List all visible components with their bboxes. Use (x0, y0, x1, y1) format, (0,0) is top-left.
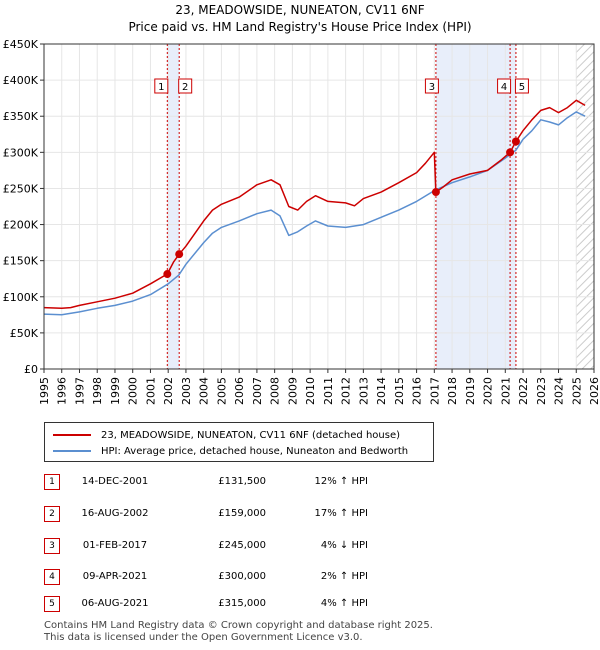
sale-hpi-diff: 12% ↑ HPI (314, 476, 368, 487)
sale-date: 06-AUG-2021 (81, 598, 149, 609)
y-tick-label: £0 (24, 363, 38, 376)
x-tick-label: 2019 (464, 377, 477, 405)
x-tick-label: 2007 (251, 377, 264, 405)
x-tick-label: 1998 (91, 377, 104, 405)
forecast-hatch (576, 44, 594, 369)
chart-title: 23, MEADOWSIDE, NUNEATON, CV11 6NF (175, 3, 425, 17)
sale-label: 3 (429, 82, 435, 93)
x-tick-label: 2011 (322, 377, 335, 405)
sale-hpi-diff: 2% ↑ HPI (320, 571, 368, 582)
price-chart: 1 2 3 4 5 1995 1996 1997 1998 1999 2000 2001 2002 20… (3, 38, 600, 405)
legend-item-hpi: HPI: Average price, detached house, Nune… (53, 444, 408, 458)
x-tick-label: 2000 (127, 377, 140, 405)
y-tick-label: £450K (3, 38, 39, 51)
x-tick-label: 2022 (517, 377, 530, 405)
footer-copyright: Contains HM Land Registry data © Crown c… (44, 620, 433, 631)
x-tick-label: 2003 (180, 377, 193, 405)
x-tick-label: 2013 (357, 377, 370, 405)
sale-hpi-diff: 4% ↑ HPI (320, 598, 368, 609)
legend-swatch-property (53, 434, 91, 436)
y-tick-label: £200K (3, 219, 39, 232)
sale-label-box (154, 78, 169, 94)
sale-price: £131,500 (218, 476, 266, 487)
table-row: 1 14-DEC-2001 £131,500 12% ↑ HPI (0, 474, 600, 492)
sale-label-box (178, 78, 193, 94)
sale-price: £300,000 (218, 571, 266, 582)
y-tick-label: £350K (3, 110, 39, 123)
sale-number-badge: 5 (44, 596, 60, 612)
sale-number-badge: 1 (44, 474, 60, 490)
chart-subtitle: Price paid vs. HM Land Registry's House … (128, 20, 472, 34)
x-tick-label: 1995 (38, 377, 51, 405)
table-row: 3 01-FEB-2017 £245,000 4% ↓ HPI (0, 538, 600, 556)
sale-price: £245,000 (218, 540, 266, 551)
sale-date: 09-APR-2021 (82, 571, 148, 582)
x-tick-label: 2026 (588, 377, 600, 405)
legend-item-property: 23, MEADOWSIDE, NUNEATON, CV11 6NF (deta… (53, 428, 400, 442)
sale-price: £159,000 (218, 508, 266, 519)
sale-date: 16-AUG-2002 (81, 508, 149, 519)
sale-point (431, 188, 440, 197)
footer-licence: This data is licensed under the Open Gov… (44, 632, 363, 643)
sale-label-box (514, 78, 529, 94)
sale-number-badge: 3 (44, 538, 60, 554)
y-tick-label: £150K (3, 255, 39, 268)
plot-frame (43, 43, 595, 370)
x-tick-label: 2018 (446, 377, 459, 405)
x-tick-label: 2014 (375, 377, 388, 405)
x-tick-label: 1999 (109, 377, 122, 405)
y-tick-label: £250K (3, 182, 39, 195)
legend-label-hpi: HPI: Average price, detached house, Nune… (101, 445, 409, 457)
x-tick-label: 2004 (198, 377, 211, 405)
x-tick-label: 2005 (215, 377, 228, 405)
sale-number-badge: 2 (44, 506, 60, 522)
sale-date: 01-FEB-2017 (82, 540, 148, 551)
x-tick-label: 2023 (535, 377, 548, 405)
sale-label: 1 (158, 82, 164, 93)
sale-point (175, 250, 184, 259)
y-tick-label: £300K (3, 146, 39, 159)
sale-label-box (497, 78, 512, 94)
x-tick-label: 2010 (304, 377, 317, 405)
table-row: 4 09-APR-2021 £300,000 2% ↑ HPI (0, 569, 600, 587)
y-tick-label: £400K (3, 74, 39, 87)
table-row: 2 16-AUG-2002 £159,000 17% ↑ HPI (0, 506, 600, 524)
sale-point (163, 270, 172, 279)
x-tick-label: 2002 (162, 377, 175, 405)
x-tick-label: 1996 (56, 377, 69, 405)
legend-label-property: 23, MEADOWSIDE, NUNEATON, CV11 6NF (deta… (101, 429, 401, 441)
sale-label: 2 (182, 82, 188, 93)
y-tick-label: £100K (3, 291, 39, 304)
sale-hpi-diff: 4% ↓ HPI (320, 540, 368, 551)
x-tick-label: 2012 (340, 377, 353, 405)
x-tick-label: 2016 (411, 377, 424, 405)
shaded-period (167, 44, 180, 369)
sale-label-box (424, 78, 439, 94)
legend-swatch-hpi (53, 450, 91, 452)
x-tick-label: 2025 (570, 377, 583, 405)
sale-point (506, 148, 515, 157)
sale-hpi-diff: 17% ↑ HPI (314, 508, 368, 519)
x-tick-label: 2015 (393, 377, 406, 405)
sale-label: 4 (501, 82, 507, 93)
table-row: 5 06-AUG-2021 £315,000 4% ↑ HPI (0, 596, 600, 614)
x-tick-label: 2024 (553, 377, 566, 405)
shaded-period (435, 44, 516, 369)
x-tick-label: 2017 (428, 377, 441, 405)
x-tick-label: 2006 (233, 377, 246, 405)
legend: 23, MEADOWSIDE, NUNEATON, CV11 6NF (deta… (44, 422, 434, 462)
sale-price: £315,000 (218, 598, 266, 609)
sale-number-badge: 4 (44, 569, 60, 585)
x-tick-label: 2008 (269, 377, 282, 405)
series-line (43, 111, 586, 316)
x-tick-label: 2021 (499, 377, 512, 405)
sale-point (511, 137, 520, 146)
x-tick-label: 1997 (73, 377, 86, 405)
x-tick-label: 2001 (144, 377, 157, 405)
sale-label: 5 (519, 82, 525, 93)
x-tick-label: 2020 (482, 377, 495, 405)
sale-date: 14-DEC-2001 (81, 476, 149, 487)
x-tick-label: 2009 (286, 377, 299, 405)
y-tick-label: £50K (10, 327, 39, 340)
